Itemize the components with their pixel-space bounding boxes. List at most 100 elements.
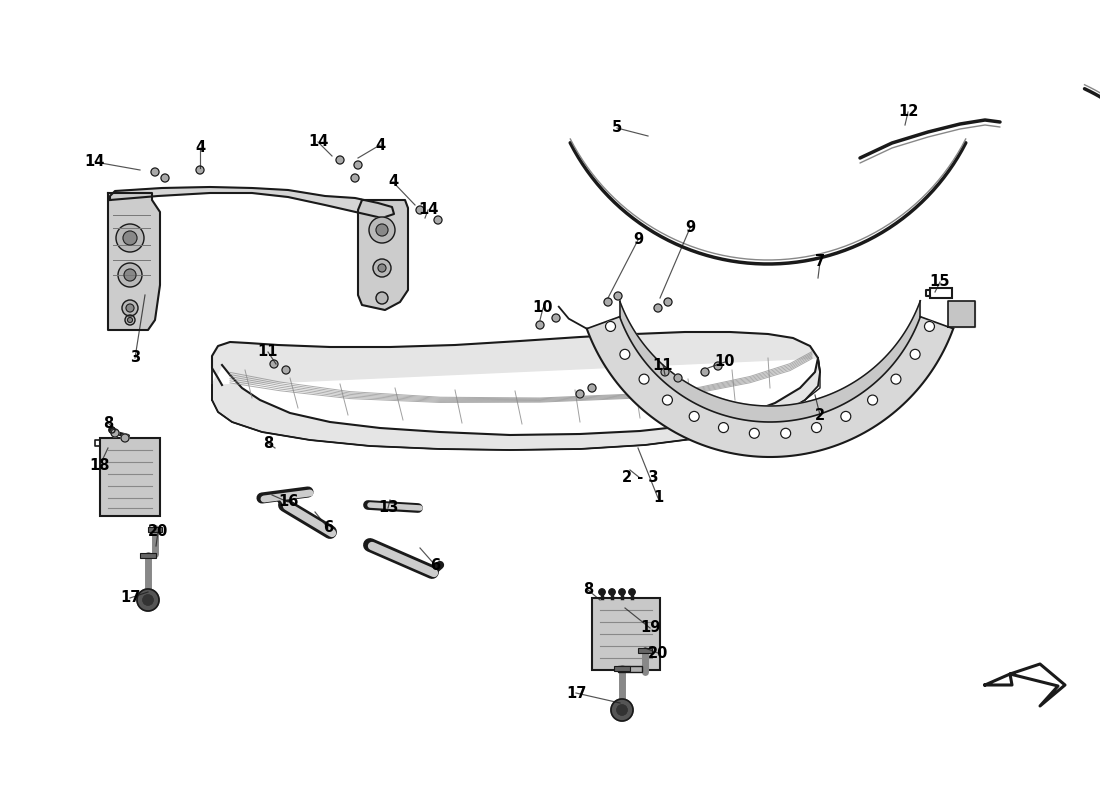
Bar (618, 666, 642, 672)
Polygon shape (586, 317, 954, 457)
Circle shape (282, 366, 290, 374)
Text: 14: 14 (308, 134, 328, 150)
Text: 15: 15 (930, 274, 950, 290)
Text: 8: 8 (263, 435, 273, 450)
Circle shape (600, 589, 605, 595)
Circle shape (781, 428, 791, 438)
Circle shape (536, 321, 544, 329)
Circle shape (891, 374, 901, 384)
Circle shape (376, 292, 388, 304)
Circle shape (123, 231, 138, 245)
Circle shape (604, 298, 612, 306)
Circle shape (552, 314, 560, 322)
Text: 8: 8 (103, 415, 113, 430)
Bar (100, 438, 160, 516)
Text: 4: 4 (388, 174, 398, 190)
Text: 16: 16 (278, 494, 298, 510)
Circle shape (416, 206, 424, 214)
Text: 13: 13 (377, 501, 398, 515)
Circle shape (122, 300, 138, 316)
Circle shape (609, 589, 615, 595)
Circle shape (118, 263, 142, 287)
Circle shape (368, 217, 395, 243)
Circle shape (664, 298, 672, 306)
Circle shape (116, 224, 144, 252)
Circle shape (620, 350, 630, 359)
Circle shape (111, 429, 119, 437)
Text: 9: 9 (685, 221, 695, 235)
Circle shape (121, 434, 129, 442)
Circle shape (124, 269, 136, 281)
Text: 11: 11 (257, 345, 278, 359)
Circle shape (588, 384, 596, 392)
Circle shape (125, 315, 135, 325)
Polygon shape (110, 187, 394, 218)
Circle shape (196, 166, 204, 174)
Circle shape (690, 411, 700, 422)
Text: 17: 17 (565, 686, 586, 701)
Circle shape (161, 174, 169, 182)
Text: 6: 6 (323, 521, 333, 535)
Text: 9: 9 (632, 233, 644, 247)
Text: 14: 14 (418, 202, 438, 218)
Circle shape (109, 427, 116, 433)
Polygon shape (948, 301, 976, 326)
Circle shape (151, 168, 160, 176)
Text: 2 - 3: 2 - 3 (621, 470, 658, 486)
Polygon shape (358, 200, 408, 310)
Circle shape (617, 705, 627, 715)
Text: 7: 7 (815, 254, 825, 270)
Bar (140, 553, 156, 558)
Text: 2: 2 (815, 407, 825, 422)
Text: 12: 12 (898, 105, 918, 119)
Circle shape (351, 174, 359, 182)
Circle shape (605, 322, 616, 331)
Text: 1: 1 (653, 490, 663, 506)
Circle shape (610, 699, 632, 721)
Circle shape (674, 374, 682, 382)
Polygon shape (212, 332, 820, 450)
Text: 20: 20 (147, 525, 168, 539)
Circle shape (639, 374, 649, 384)
Circle shape (619, 589, 625, 595)
Polygon shape (108, 193, 159, 330)
Text: 20: 20 (648, 646, 668, 661)
Circle shape (128, 318, 132, 322)
Text: 10: 10 (532, 301, 553, 315)
Text: 19: 19 (640, 621, 660, 635)
Circle shape (378, 264, 386, 272)
Text: 8: 8 (583, 582, 593, 598)
Text: 5: 5 (612, 121, 623, 135)
Circle shape (354, 161, 362, 169)
Circle shape (654, 304, 662, 312)
Bar (638, 648, 652, 653)
Text: 14: 14 (85, 154, 106, 170)
Polygon shape (984, 664, 1065, 706)
Text: 4: 4 (375, 138, 385, 153)
Text: 17: 17 (120, 590, 140, 606)
Circle shape (143, 595, 153, 605)
Circle shape (614, 292, 622, 300)
Circle shape (924, 322, 935, 331)
Circle shape (840, 411, 850, 422)
Text: 6: 6 (430, 558, 440, 573)
Circle shape (749, 428, 759, 438)
Bar (592, 598, 660, 670)
Circle shape (576, 390, 584, 398)
Circle shape (126, 304, 134, 312)
Polygon shape (619, 301, 921, 422)
Circle shape (661, 368, 669, 376)
Circle shape (336, 156, 344, 164)
Bar (614, 666, 630, 671)
Circle shape (718, 422, 728, 433)
Circle shape (910, 350, 920, 359)
Circle shape (138, 589, 160, 611)
Circle shape (868, 395, 878, 405)
Bar (148, 527, 162, 532)
Text: 11: 11 (652, 358, 673, 373)
Text: 18: 18 (90, 458, 110, 473)
Circle shape (701, 368, 710, 376)
Circle shape (662, 395, 672, 405)
Text: 4: 4 (195, 141, 205, 155)
Circle shape (376, 224, 388, 236)
